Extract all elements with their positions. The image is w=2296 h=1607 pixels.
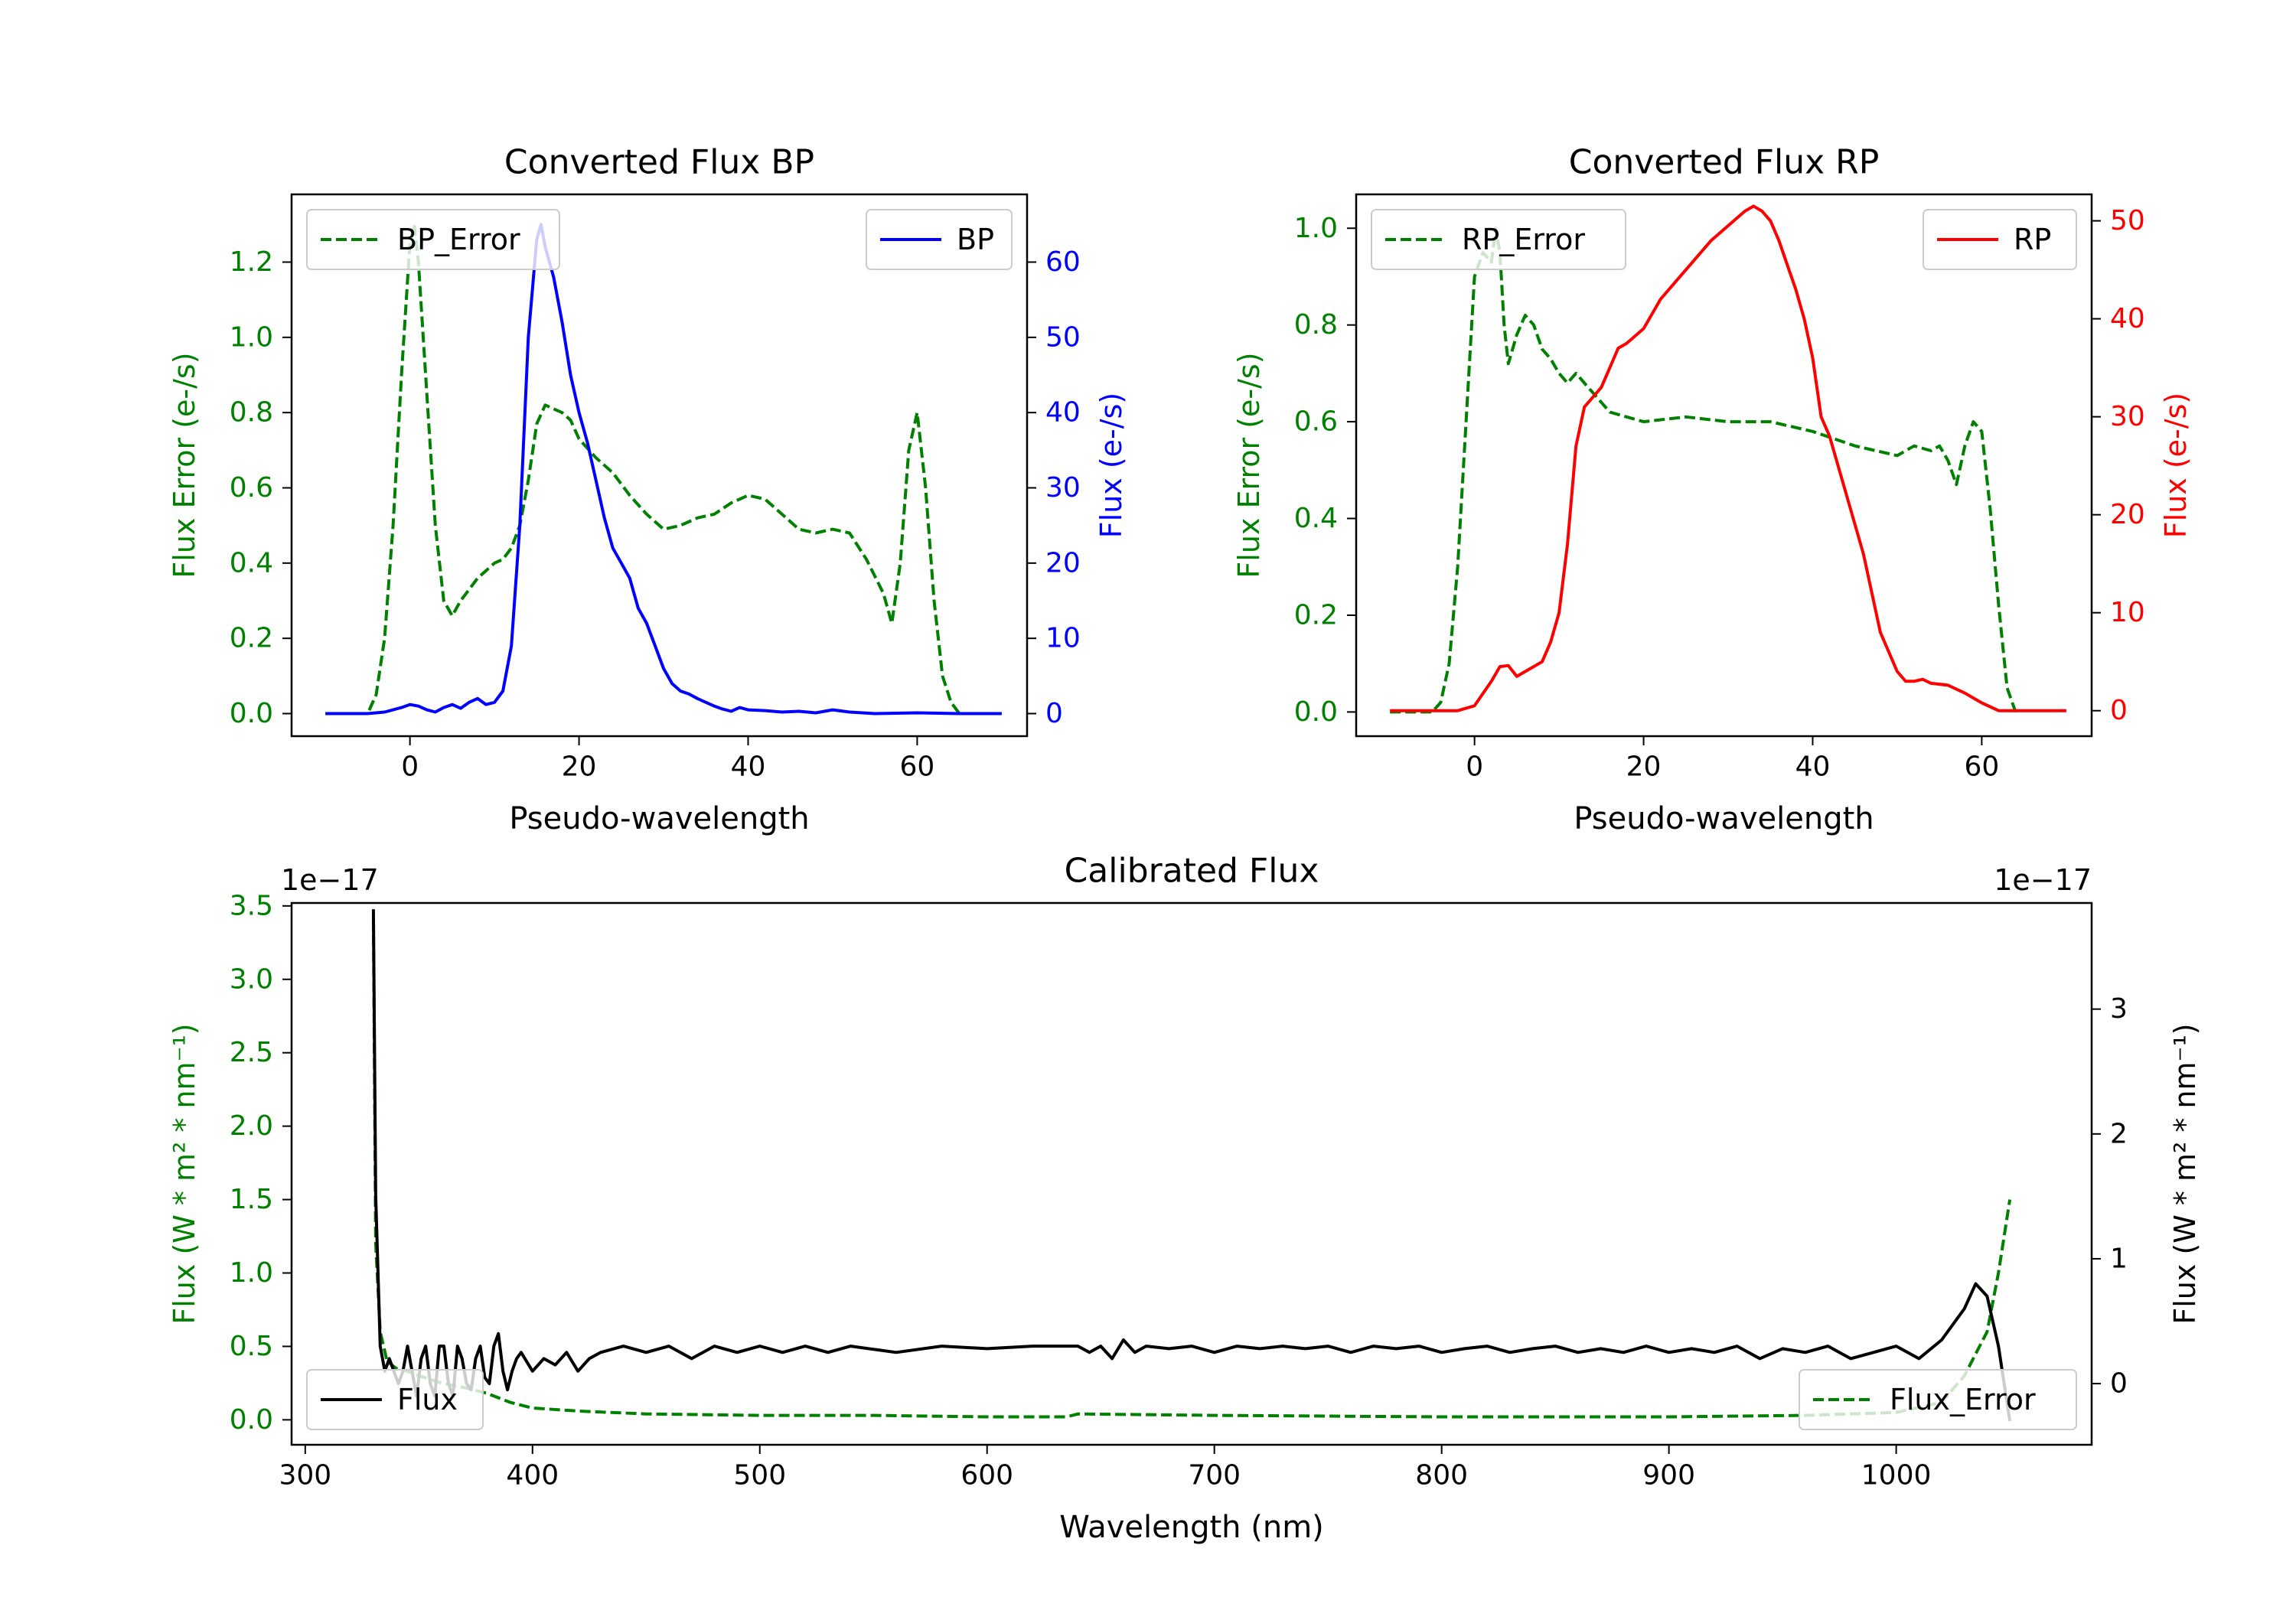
y-right-tick-label: 20 [2110,499,2145,530]
y-left-tick-label: 0.6 [1294,406,1338,438]
y-right-tick-label: 0 [1045,698,1063,729]
y-right-tick-label: 0 [2110,695,2128,726]
x-tick-label: 0 [401,751,419,783]
x-tick-label: 0 [1466,751,1483,783]
legend-right: RP [1923,209,2077,270]
chart-title: Calibrated Flux [1065,852,1319,891]
y-left-tick-label: 0.8 [1294,309,1338,341]
axes-frame [290,901,2093,1446]
y-right-tick-label: 50 [1045,321,1081,353]
x-tick-label: 20 [562,751,597,783]
legend-label: Flux_Error [1890,1383,2036,1416]
series-line-bp [325,223,1002,715]
y-left-tick-label: 1.0 [230,1257,273,1289]
legend-label: RP [2014,223,2051,256]
legend-left: BP_Error [306,209,560,270]
legend-box [306,209,560,270]
legend-box [1799,1369,2077,1430]
y-right-axis-label: Flux (W * m² * nm⁻¹) [2168,1023,2202,1324]
y-left-tick-label: 2.0 [230,1110,273,1142]
plot-area [325,223,1002,715]
series-line-rp [1390,204,2066,712]
y-left-tick-label: 2.5 [230,1037,273,1068]
chart-rp: Converted Flux RP 0 20 40 60 Pseudo-wavelengt… [1232,143,2193,837]
y-left-offset-label: 1e−17 [281,863,379,897]
y-left-axis-label: Flux (W * m² * nm⁻¹) [168,1023,201,1324]
y-right-axis-label: Flux (e-/s) [2159,393,2193,538]
y-right-tick-label: 1 [2110,1243,2128,1274]
y-right-tick-label: 2 [2110,1118,2128,1149]
y-left-axis-label: Flux Error (e-/s) [168,352,201,578]
legend-label: Flux [397,1383,458,1416]
axes-frame [1355,193,2093,738]
chart-cal: Calibrated Flux 300 400 500 600 700 800 900 1000… [168,852,2202,1546]
y-left-tick-label: 1.2 [230,246,273,278]
y-left-tick-label: 3.5 [230,890,273,921]
y-left-tick-label: 1.0 [1294,213,1338,244]
legend-label: BP [957,223,994,256]
x-tick-label: 600 [960,1460,1013,1491]
legend-left: Flux [306,1369,484,1430]
x-tick-label: 40 [1795,751,1831,783]
legend-right: Flux_Error [1799,1369,2077,1430]
chart-title: Converted Flux BP [504,143,814,182]
x-tick-label: 60 [1964,751,1999,783]
y-left-tick-label: 1.5 [230,1184,273,1215]
legend-right: BP [866,209,1013,270]
x-tick-label: 500 [733,1460,786,1491]
y-right-tick-label: 30 [1045,472,1081,504]
y-right-tick-label: 10 [2110,597,2145,628]
y-right-axis-label: Flux (e-/s) [1094,393,1128,538]
y-left-tick-label: 0.4 [1294,503,1338,534]
x-axis-label: Pseudo-wavelength [1574,801,1874,836]
legend-box [1923,209,2077,270]
y-left-tick-label: 0.2 [1294,599,1338,631]
x-tick-label: 40 [731,751,766,783]
series-line-bp-error [325,223,961,715]
legend-label: RP_Error [1462,223,1585,256]
y-left-tick-label: 0.2 [230,623,273,654]
y-left-tick-label: 0.8 [230,397,273,429]
y-left-tick-label: 0.0 [230,1404,273,1436]
y-left-tick-label: 0.6 [230,472,273,504]
y-left-tick-label: 0.0 [230,698,273,729]
x-tick-label: 700 [1188,1460,1241,1491]
y-left-tick-label: 0.4 [230,547,273,579]
chart-title: Converted Flux RP [1569,143,1880,182]
x-axis-label: Pseudo-wavelength [509,801,809,836]
legend-left: RP_Error [1371,209,1626,270]
chart-bp: Converted Flux BP 0 20 40 60 Pseudo-wavelengt… [168,143,1128,837]
legend-box [1371,209,1626,270]
y-left-tick-label: 0.5 [230,1331,273,1362]
x-tick-label: 400 [506,1460,559,1491]
x-tick-label: 1000 [1861,1460,1932,1491]
y-right-tick-label: 30 [2110,401,2145,432]
y-right-tick-label: 20 [1045,547,1081,579]
x-axis-label: Wavelength (nm) [1059,1510,1324,1545]
y-right-tick-label: 3 [2110,993,2128,1025]
y-right-tick-label: 0 [2110,1368,2128,1400]
y-right-offset-label: 1e−17 [1994,863,2092,897]
y-right-tick-label: 60 [1045,246,1081,278]
x-tick-label: 300 [279,1460,331,1491]
y-right-tick-label: 40 [2110,303,2145,334]
axes-frame [290,193,1029,738]
y-left-tick-label: 0.0 [1294,696,1338,728]
x-tick-label: 900 [1642,1460,1695,1491]
legend-box [306,1369,484,1430]
y-left-tick-label: 1.0 [230,321,273,353]
x-tick-label: 60 [899,751,934,783]
y-right-tick-label: 10 [1045,623,1081,654]
y-left-axis-label: Flux Error (e-/s) [1232,352,1266,578]
y-right-tick-label: 50 [2110,205,2145,236]
x-tick-label: 20 [1626,751,1662,783]
legend-label: BP_Error [397,223,520,256]
y-left-tick-label: 3.0 [230,963,273,995]
y-right-tick-label: 40 [1045,397,1081,429]
x-tick-label: 800 [1415,1460,1468,1491]
